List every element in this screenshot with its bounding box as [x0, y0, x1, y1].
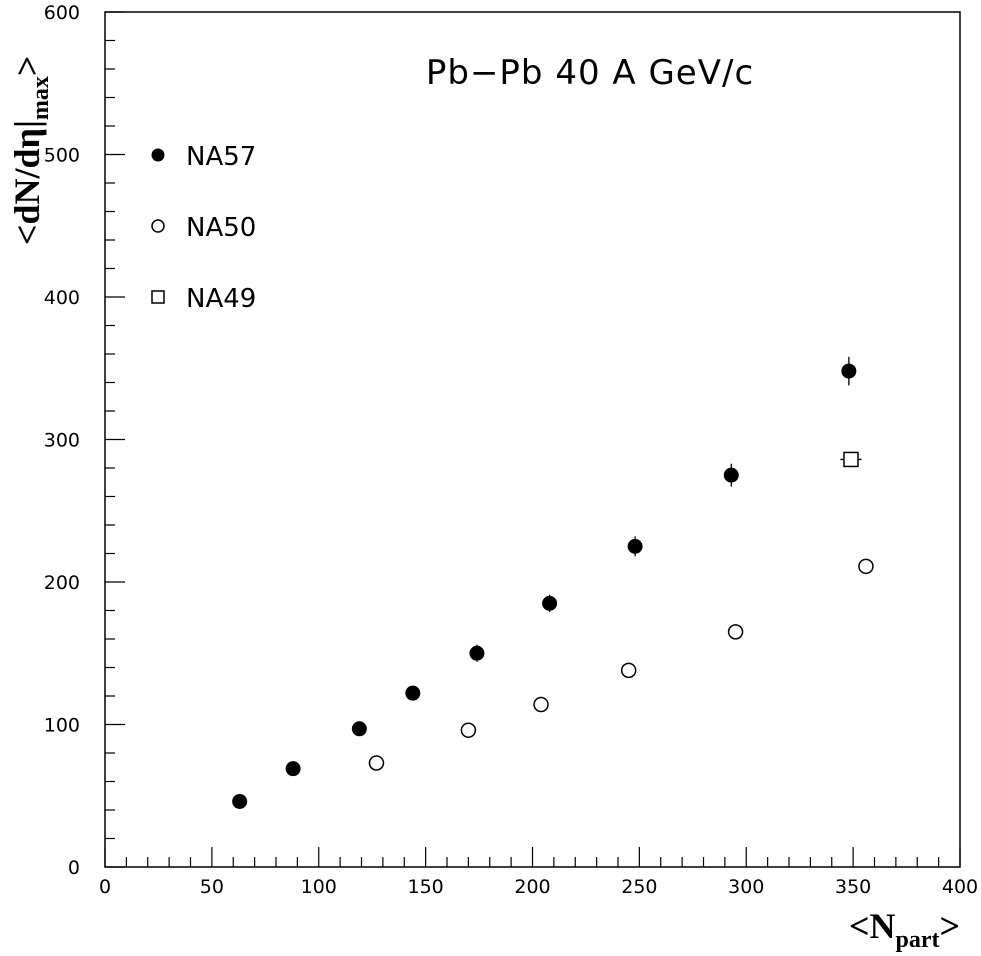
legend-marker-na57 [151, 148, 165, 162]
legend-label-na49: NA49 [186, 284, 256, 314]
y-axis-title: <dN/dη|max> [7, 56, 54, 245]
y-tick-label: 500 [44, 145, 80, 167]
y-tick-label: 400 [44, 287, 80, 309]
x-tick-label: 300 [728, 876, 764, 898]
y-axis-title-main: <dN/dη| [7, 120, 47, 245]
x-tick-label: 400 [942, 876, 978, 898]
na50-point [460, 722, 477, 738]
na57-point [469, 645, 485, 661]
y-axis-title-sub: max [28, 76, 54, 120]
legend: NA57 NA50 NA49 [151, 142, 256, 314]
y-tick-label: 600 [44, 2, 80, 24]
y-tick-label: 300 [44, 430, 80, 452]
na50-point [858, 558, 874, 575]
axis-ticks [104, 11, 961, 868]
na57-point [723, 467, 739, 483]
legend-label-na57: NA57 [186, 142, 256, 172]
legend-marker-na49 [151, 290, 165, 304]
axis-tick-labels: 0 50 100 150 200 250 300 350 400 0 100 200 300 400 500… [44, 2, 978, 898]
na57-point [542, 595, 558, 611]
x-tick-label: 250 [621, 876, 657, 898]
na57-point [285, 761, 301, 777]
na49-point [843, 451, 859, 468]
na57-point [841, 363, 857, 379]
na50-point [620, 662, 637, 679]
na57-point [232, 793, 248, 809]
y-axis-title-close: > [7, 56, 47, 77]
na50-point [533, 696, 549, 713]
y-tick-label: 0 [68, 857, 80, 879]
x-axis-title-main: <N [849, 906, 896, 946]
legend-label-na50: NA50 [186, 213, 256, 243]
x-tick-label: 50 [200, 876, 224, 898]
na57-point [405, 685, 421, 701]
y-tick-label: 200 [44, 572, 80, 594]
x-tick-label: 200 [514, 876, 550, 898]
chart-title: Pb−Pb 40 A GeV/c [426, 53, 754, 93]
plot-frame [104, 11, 961, 868]
x-tick-label: 150 [407, 876, 443, 898]
na50-point [368, 755, 385, 771]
x-tick-label: 350 [835, 876, 871, 898]
x-axis-title-close: > [939, 906, 960, 946]
na50-point [727, 624, 744, 640]
y-tick-label: 100 [44, 715, 80, 737]
na57-point [351, 721, 367, 737]
legend-marker-na50 [151, 219, 165, 233]
x-tick-label: 0 [99, 876, 111, 898]
x-axis-title-sub: part [895, 927, 939, 953]
x-tick-label: 100 [301, 876, 337, 898]
x-axis-title: <Npart> [849, 906, 960, 953]
na57-point [627, 538, 643, 554]
data-marks [232, 356, 874, 809]
